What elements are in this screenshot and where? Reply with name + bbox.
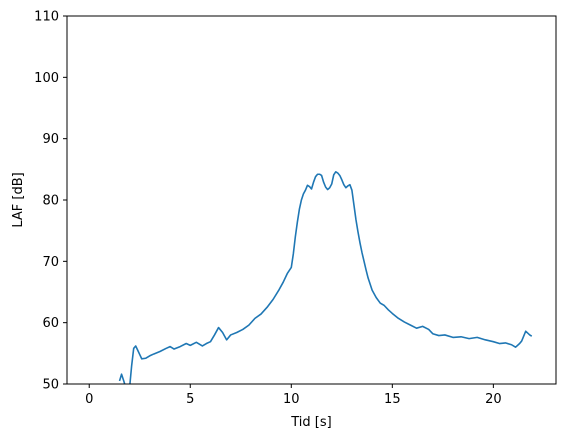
x-tick-label: 20 — [485, 392, 502, 407]
y-axis-label: LAF [dB] — [11, 172, 26, 227]
plot-frame — [66, 15, 557, 385]
x-tick-label: 15 — [384, 392, 401, 407]
y-tick-label: 70 — [42, 255, 59, 270]
x-tick-label: 0 — [85, 392, 93, 407]
y-axis-ticks: 50 60 70 80 90 100 110 — [34, 10, 67, 393]
x-tick-label: 5 — [186, 392, 194, 407]
y-tick-label: 110 — [34, 10, 59, 25]
y-tick-label: 80 — [42, 194, 59, 209]
x-axis-ticks: 0 5 10 15 20 — [85, 384, 502, 407]
x-axis-label: Tid [s] — [290, 415, 331, 430]
y-tick-label: 60 — [42, 316, 59, 331]
y-tick-label: 100 — [34, 71, 59, 86]
x-tick-label: 10 — [283, 392, 300, 407]
y-tick-label: 50 — [42, 378, 59, 393]
y-tick-label: 90 — [42, 132, 59, 147]
series-line — [118, 170, 533, 384]
